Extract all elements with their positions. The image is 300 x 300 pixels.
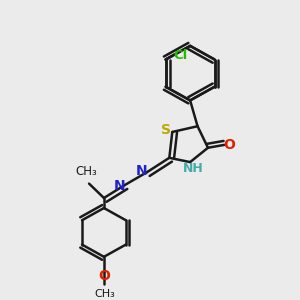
Text: Cl: Cl (174, 50, 188, 62)
Text: N: N (114, 179, 125, 194)
Text: O: O (224, 138, 236, 152)
Text: CH₃: CH₃ (94, 289, 115, 299)
Text: O: O (98, 269, 110, 283)
Text: NH: NH (183, 162, 204, 175)
Text: N: N (136, 164, 148, 178)
Text: CH₃: CH₃ (75, 165, 97, 178)
Text: S: S (161, 123, 171, 137)
